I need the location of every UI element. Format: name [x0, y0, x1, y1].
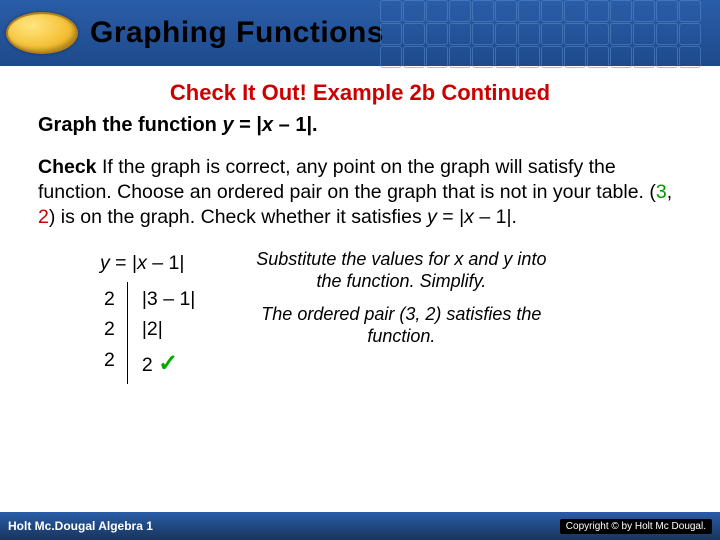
- body-mid: = |: [437, 206, 464, 228]
- prompt-prefix: Graph the function: [38, 114, 222, 136]
- left-row: 2: [104, 345, 115, 375]
- header-oval-icon: [6, 12, 78, 54]
- prompt-mid: = |: [234, 114, 262, 136]
- slide-footer: Holt Mc.Dougal Algebra 1 Copyright © by …: [0, 512, 720, 540]
- prompt-end: – 1|.: [273, 114, 318, 136]
- body-t1: If the graph is correct, any point on th…: [38, 156, 656, 203]
- pair-comma: ,: [667, 181, 672, 203]
- pair-y: 2: [38, 206, 49, 228]
- explanation-text: Substitute the values for x and y into t…: [251, 248, 551, 358]
- prompt-text: Graph the function y = |x – 1|.: [38, 114, 682, 137]
- work-area: y = |x – 1| 2 2 2 |3 – 1| |2| 2 ✓ Substi…: [100, 248, 720, 384]
- explain-p2: The ordered pair (3, 2) satisfies the fu…: [251, 303, 551, 348]
- body-var-x: x: [464, 206, 474, 228]
- result-value: 2: [142, 354, 158, 376]
- work-right-col: |3 – 1| |2| 2 ✓: [128, 282, 200, 384]
- left-row: 2: [104, 314, 115, 344]
- right-row: |3 – 1|: [142, 284, 196, 314]
- page-title: Graphing Functions: [90, 16, 384, 50]
- work-equation-header: y = |x – 1|: [100, 248, 199, 278]
- pair-x: 3: [656, 181, 667, 203]
- eq-x: x: [137, 252, 152, 274]
- check-label: Check: [38, 156, 97, 178]
- prompt-var-y: y: [222, 114, 233, 136]
- explain-p1: Substitute the values for x and y into t…: [251, 248, 551, 293]
- work-left-col: 2 2 2: [100, 282, 128, 384]
- eq-y: y: [100, 252, 110, 274]
- copyright-text: Copyright © by Holt Mc Dougal.: [560, 519, 712, 534]
- prompt-var-x: x: [262, 114, 273, 136]
- checkmark-icon: ✓: [158, 350, 178, 377]
- body-end: – 1|.: [474, 206, 517, 228]
- section-title: Check It Out! Example 2b Continued: [0, 80, 720, 106]
- header-grid-decor: [380, 0, 720, 66]
- left-row: 2: [104, 284, 115, 314]
- body-t2: ) is on the graph. Check whether it sati…: [49, 206, 427, 228]
- eq-rest: – 1|: [152, 252, 184, 274]
- slide-header: Graphing Functions: [0, 0, 720, 66]
- work-table: 2 2 2 |3 – 1| |2| 2 ✓: [100, 282, 199, 384]
- work-computation: y = |x – 1| 2 2 2 |3 – 1| |2| 2 ✓: [100, 248, 199, 384]
- right-row: |2|: [142, 314, 196, 344]
- eq-eq: =: [110, 252, 132, 274]
- footer-book-title: Holt Mc.Dougal Algebra 1: [8, 519, 153, 533]
- body-var-y: y: [427, 206, 437, 228]
- right-row: 2 ✓: [142, 345, 196, 382]
- footer-copyright: Copyright © by Holt Mc Dougal.: [560, 519, 712, 534]
- body-paragraph: Check If the graph is correct, any point…: [38, 155, 682, 230]
